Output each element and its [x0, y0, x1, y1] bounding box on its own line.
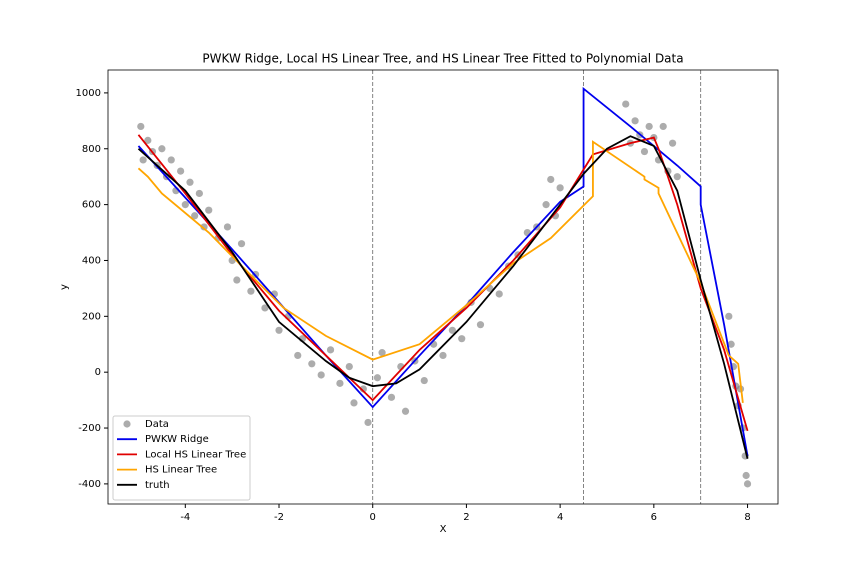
data-point [158, 145, 166, 153]
data-point [345, 362, 353, 371]
x-tick-label: -4 [180, 512, 190, 523]
y-tick-label: 200 [82, 311, 101, 322]
data-point [645, 122, 653, 131]
data-point [233, 276, 241, 284]
y-tick-label: 400 [82, 255, 101, 266]
data-point [261, 304, 269, 312]
data-point [177, 167, 185, 175]
data-point [495, 290, 503, 298]
y-tick-label: 1000 [76, 88, 101, 99]
data-point [308, 360, 316, 368]
x-tick-label: -2 [274, 512, 284, 523]
data-point [743, 480, 752, 488]
data-point [237, 240, 246, 248]
data-point [673, 173, 681, 181]
data-point [364, 418, 372, 427]
data-point [659, 122, 667, 131]
data-point [181, 201, 189, 209]
data-point [458, 335, 466, 343]
data-point [631, 117, 639, 125]
chart-title: PWKW Ridge, Local HS Linear Tree, and HS… [202, 52, 683, 66]
data-point [420, 376, 428, 385]
y-tick-label: 0 [95, 367, 101, 378]
x-tick-label: 4 [557, 512, 563, 523]
y-tick-label: -200 [78, 423, 101, 434]
y-tick-label: 600 [82, 200, 101, 211]
y-tick-label: 800 [82, 144, 101, 155]
data-point [186, 178, 194, 186]
data-point [401, 407, 410, 415]
data-point [139, 156, 147, 164]
y-axis-label: y [59, 284, 70, 290]
legend-label: Data [145, 419, 169, 430]
data-point [725, 312, 733, 320]
legend-label: PWKW Ridge [145, 434, 209, 445]
data-point [547, 175, 555, 184]
x-tick-label: 0 [370, 512, 376, 523]
data-point [200, 223, 208, 231]
legend-marker [123, 420, 131, 428]
legend-label: truth [145, 480, 170, 491]
axes-frame [107, 69, 779, 505]
data-point [359, 385, 367, 393]
data-point [191, 212, 199, 220]
data-point [317, 371, 325, 379]
x-axis-label: X [440, 524, 447, 535]
legend-label: HS Linear Tree [145, 465, 217, 476]
series-line [137, 140, 744, 404]
data-point [294, 351, 302, 360]
data-point [727, 340, 735, 348]
x-tick-label: 6 [651, 512, 657, 523]
data-point [205, 206, 213, 214]
data-point [556, 184, 564, 192]
data-point [167, 156, 175, 164]
series-line [137, 135, 749, 459]
x-tick-label: 8 [744, 512, 750, 523]
series-line [137, 86, 749, 457]
data-point [223, 223, 232, 231]
data-point [476, 321, 485, 329]
data-point [640, 147, 649, 156]
data-point [275, 326, 283, 334]
data-point [195, 189, 203, 198]
x-tick-label: 2 [463, 512, 469, 523]
legend-box [112, 415, 251, 501]
data-point [742, 471, 750, 480]
data-point [137, 122, 145, 131]
data-point [622, 100, 630, 108]
y-tick-label: -400 [78, 479, 101, 490]
series-line [137, 134, 749, 432]
data-point [144, 136, 152, 144]
data-point [378, 349, 386, 357]
data-point [373, 374, 382, 382]
data-point [326, 346, 335, 354]
data-point [448, 326, 456, 334]
data-point [439, 351, 447, 360]
legend-label: Local HS Linear Tree [145, 449, 246, 460]
data-point [247, 287, 255, 295]
data-point [387, 393, 396, 401]
data-point [350, 399, 358, 407]
data-point [336, 379, 344, 387]
data-point [668, 139, 677, 147]
data-point [542, 201, 550, 209]
